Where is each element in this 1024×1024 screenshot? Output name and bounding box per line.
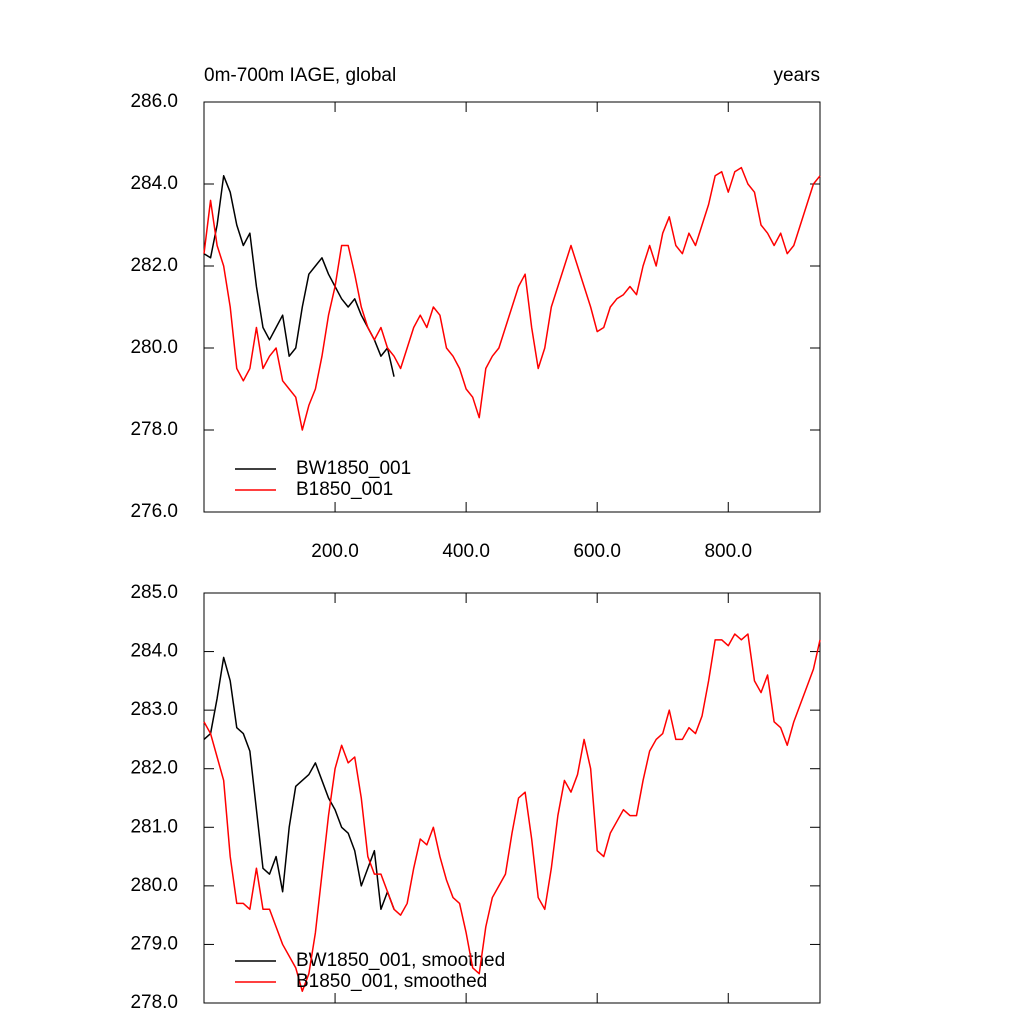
y-tick-label: 278.0 [130, 419, 178, 440]
y-tick-label: 280.0 [130, 875, 178, 896]
series-line [203, 656, 395, 911]
series-line [203, 633, 821, 993]
x-tick-label: 800.0 [704, 541, 752, 562]
y-tick-label: 278.0 [130, 992, 178, 1013]
legend-label: BW1850_001, smoothed [296, 950, 505, 971]
y-tick-label: 284.0 [130, 173, 178, 194]
y-tick-label: 282.0 [130, 758, 178, 779]
legend-label: B1850_001 [296, 479, 393, 500]
plot-frame [203, 101, 821, 513]
y-tick-label: 283.0 [130, 699, 178, 720]
y-tick-label: 279.0 [130, 933, 178, 954]
series-line [203, 175, 395, 377]
y-tick-label: 285.0 [130, 582, 178, 603]
y-tick-label: 280.0 [130, 337, 178, 358]
y-tick-label: 281.0 [130, 816, 178, 837]
y-tick-label: 276.0 [130, 501, 178, 522]
x-tick-label: 400.0 [442, 541, 490, 562]
y-tick-label: 284.0 [130, 641, 178, 662]
y-tick-label: 286.0 [130, 91, 178, 112]
units-title: years [774, 65, 820, 86]
x-tick-label: 600.0 [573, 541, 621, 562]
chart-title: 0m-700m IAGE, global [204, 65, 396, 86]
plot-frame [203, 592, 821, 1004]
series-line [203, 166, 821, 431]
y-tick-label: 282.0 [130, 255, 178, 276]
x-tick-label: 200.0 [311, 541, 359, 562]
legend-label: BW1850_001 [296, 458, 411, 479]
legend-label: B1850_001, smoothed [296, 971, 487, 992]
